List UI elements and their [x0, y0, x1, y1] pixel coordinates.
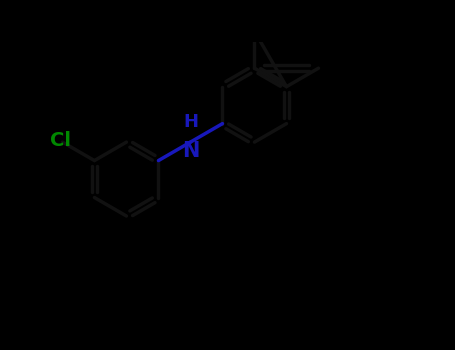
Text: Cl: Cl	[51, 131, 71, 150]
Text: H: H	[184, 113, 199, 131]
Text: N: N	[182, 141, 200, 161]
